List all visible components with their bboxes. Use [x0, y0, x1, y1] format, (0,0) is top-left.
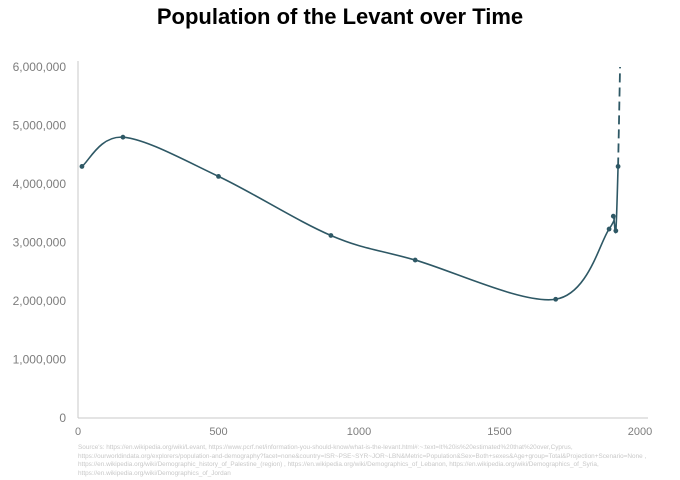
y-tick-label: 1,000,000 — [13, 353, 67, 367]
source-note: Source's: https://en.wikipedia.org/wiki/… — [78, 444, 647, 477]
line-chart: 0 1,000,000 2,000,000 3,000,000 4,000,000 5,0… — [13, 60, 653, 438]
data-point — [610, 213, 616, 219]
x-tick-label: 2000 — [628, 426, 652, 438]
y-tick-label: 3,000,000 — [13, 236, 67, 250]
x-tick-label: 1500 — [487, 426, 511, 438]
data-point — [216, 173, 221, 179]
data-point — [615, 164, 621, 169]
population-line — [81, 136, 619, 301]
projection-dashed-line — [617, 66, 621, 167]
data-point — [412, 257, 418, 263]
data-point — [120, 134, 126, 140]
axes — [77, 61, 648, 419]
y-tick-label: 2,000,000 — [13, 294, 67, 308]
series-layer — [79, 66, 621, 302]
y-tick-label: 4,000,000 — [13, 177, 67, 191]
x-tick-label: 0 — [75, 426, 81, 438]
y-tick-label: 5,000,000 — [13, 119, 67, 133]
data-point — [606, 226, 612, 232]
x-tick-label: 1000 — [347, 426, 371, 438]
y-tick-label: 6,000,000 — [13, 60, 67, 74]
x-axis-ticks: 0 500 1000 1500 2000 — [75, 426, 652, 438]
x-tick-label: 500 — [209, 426, 227, 438]
y-tick-label: 0 — [59, 411, 66, 425]
chart-title: Population of the Levant over Time — [156, 4, 524, 29]
y-axis-ticks: 0 1,000,000 2,000,000 3,000,000 4,000,000 5,0… — [13, 60, 67, 425]
data-point — [79, 164, 85, 169]
data-point — [613, 228, 619, 234]
data-point — [553, 296, 559, 302]
data-point — [328, 233, 334, 238]
